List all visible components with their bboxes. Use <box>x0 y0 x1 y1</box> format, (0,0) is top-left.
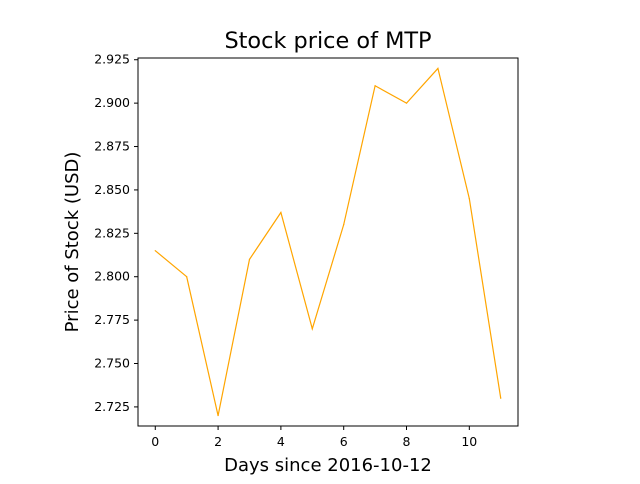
data-point <box>155 250 156 251</box>
y-tick-label: 2.775 <box>94 312 130 327</box>
data-point <box>375 85 376 86</box>
x-tick-label: 8 <box>403 434 411 449</box>
data-point <box>280 212 281 213</box>
y-tick-label: 2.850 <box>94 182 130 197</box>
data-point <box>249 259 250 260</box>
x-tick-label: 2 <box>214 434 222 449</box>
chart-title: Stock price of MTP <box>224 28 431 54</box>
x-tick-label: 4 <box>277 434 285 449</box>
y-tick-label: 2.900 <box>94 95 130 110</box>
y-tick-label: 2.800 <box>94 269 130 284</box>
data-point <box>406 103 407 104</box>
y-tick-label: 2.875 <box>94 139 130 154</box>
y-tick-label: 2.825 <box>94 225 130 240</box>
data-point <box>343 224 344 225</box>
data-point <box>217 415 218 416</box>
x-tick-label: 10 <box>461 434 477 449</box>
data-point <box>312 328 313 329</box>
data-point <box>186 276 187 277</box>
data-point <box>469 198 470 199</box>
x-axis-label: Days since 2016-10-12 <box>224 455 432 476</box>
data-point <box>437 68 438 69</box>
y-axis-label: Price of Stock (USD) <box>62 152 83 333</box>
y-tick-label: 2.925 <box>94 52 130 67</box>
x-tick-label: 0 <box>151 434 159 449</box>
data-point <box>500 398 501 399</box>
y-tick-label: 2.750 <box>94 356 130 371</box>
x-tick-label: 6 <box>340 434 348 449</box>
y-tick-label: 2.725 <box>94 399 130 414</box>
